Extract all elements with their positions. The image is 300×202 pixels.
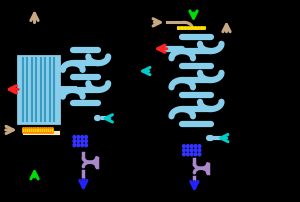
Ellipse shape bbox=[85, 144, 88, 147]
Ellipse shape bbox=[77, 140, 80, 143]
Ellipse shape bbox=[73, 144, 76, 147]
Ellipse shape bbox=[187, 153, 189, 156]
Ellipse shape bbox=[182, 145, 185, 148]
Ellipse shape bbox=[198, 153, 201, 156]
Ellipse shape bbox=[190, 145, 193, 148]
Ellipse shape bbox=[81, 144, 83, 147]
Ellipse shape bbox=[187, 149, 189, 152]
Ellipse shape bbox=[194, 145, 197, 148]
Ellipse shape bbox=[85, 136, 88, 139]
Ellipse shape bbox=[81, 140, 83, 143]
Ellipse shape bbox=[182, 149, 185, 152]
FancyBboxPatch shape bbox=[22, 132, 52, 135]
Ellipse shape bbox=[190, 149, 193, 152]
Ellipse shape bbox=[73, 136, 76, 139]
Ellipse shape bbox=[85, 140, 88, 143]
Ellipse shape bbox=[182, 153, 185, 156]
FancyBboxPatch shape bbox=[177, 28, 206, 31]
Ellipse shape bbox=[77, 144, 80, 147]
Ellipse shape bbox=[77, 136, 80, 139]
Ellipse shape bbox=[198, 149, 201, 152]
Ellipse shape bbox=[187, 145, 189, 148]
Ellipse shape bbox=[73, 140, 76, 143]
Ellipse shape bbox=[194, 149, 197, 152]
Ellipse shape bbox=[190, 153, 193, 156]
FancyBboxPatch shape bbox=[18, 57, 58, 123]
Ellipse shape bbox=[81, 136, 83, 139]
Ellipse shape bbox=[198, 145, 201, 148]
Ellipse shape bbox=[194, 153, 197, 156]
